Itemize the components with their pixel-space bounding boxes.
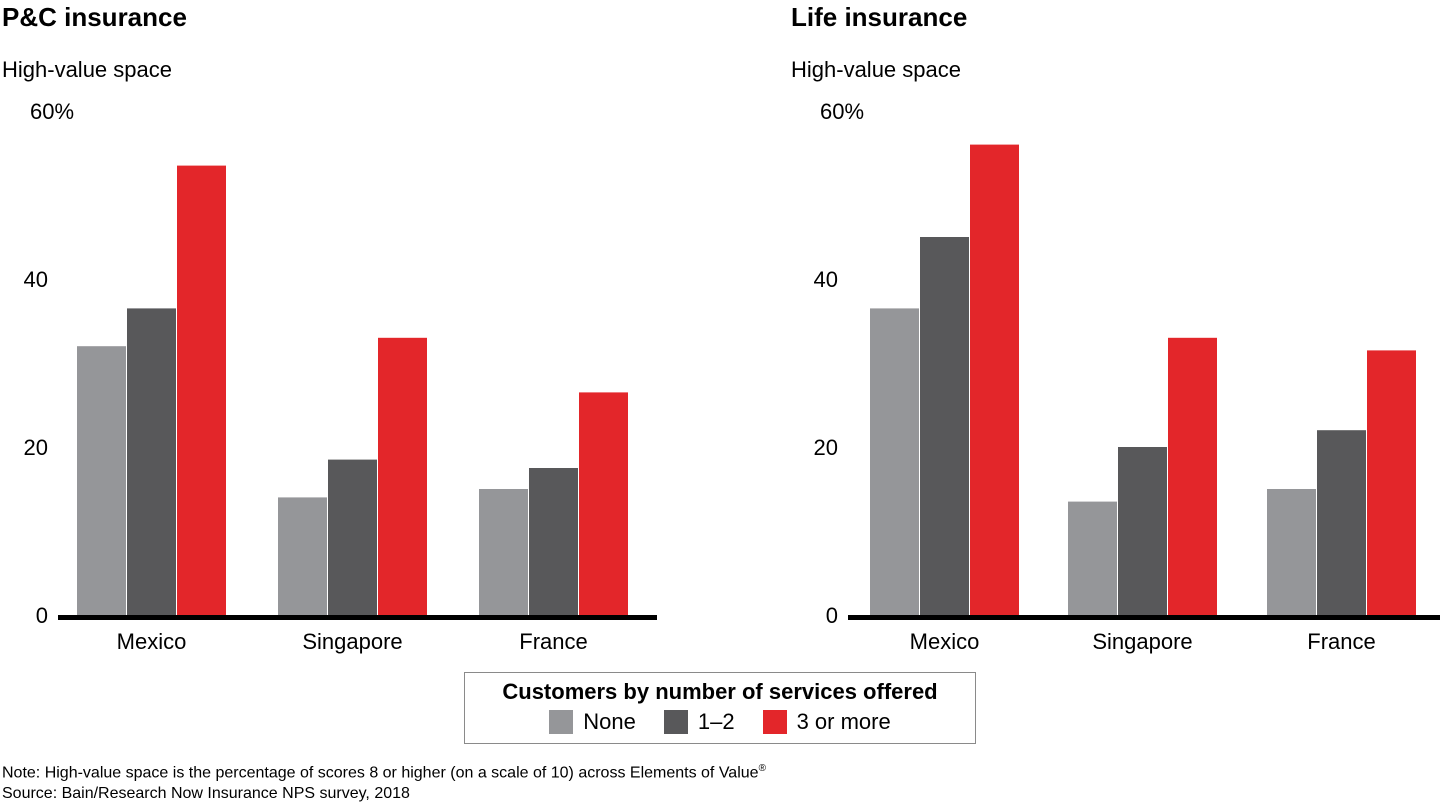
x-tick-label-life: France [1307, 629, 1375, 654]
bar-pc-mexico-1 [127, 308, 176, 615]
legend: Customers by number of services offered … [464, 672, 976, 744]
registered-mark: ® [758, 763, 766, 774]
bar-pc-singapore-1 [328, 459, 377, 615]
legend-swatch-3-or-more [762, 710, 787, 734]
y-tick-label-pc: 20 [24, 435, 48, 460]
y-tick-label-life: 0 [826, 603, 838, 628]
y-tick-label-pc: 0 [36, 603, 48, 628]
legend-item-3-or-more: 3 or more [762, 709, 891, 735]
bar-life-singapore-1 [1118, 447, 1167, 615]
x-axis-pc [58, 615, 657, 620]
y-tick-label-life: 60% [820, 99, 864, 124]
x-tick-label-life: Singapore [1092, 629, 1192, 654]
legend-label-1-2: 1–2 [697, 709, 735, 734]
footnote-source: Source: Bain/Research Now Insurance NPS … [2, 785, 410, 802]
y-tick-label-pc: 60% [30, 99, 74, 124]
x-tick-label-life: Mexico [910, 629, 980, 654]
bar-life-mexico-1 [920, 237, 969, 615]
bar-pc-france-0 [479, 489, 528, 615]
legend-item-1-2: 1–2 [663, 709, 735, 735]
bar-life-mexico-2 [970, 144, 1019, 615]
bar-pc-singapore-2 [378, 337, 427, 615]
y-tick-label-life: 20 [814, 435, 838, 460]
bar-life-france-2 [1367, 350, 1416, 615]
y-axis-label-life: High-value space [791, 57, 961, 82]
x-axis-life [848, 615, 1440, 620]
charts-canvas: 0 20 40 60% Mexico Singapore France 0 20 40 60% Mex… [24, 99, 1440, 654]
x-tick-label-pc: France [519, 629, 587, 654]
x-tick-label-pc: Mexico [117, 629, 187, 654]
legend-label-none: None [583, 709, 636, 734]
bar-life-singapore-2 [1168, 337, 1217, 615]
note-text: Note: High-value space is the percentage… [2, 764, 759, 782]
bar-pc-mexico-2 [177, 165, 226, 615]
bar-life-singapore-0 [1068, 501, 1117, 615]
bar-pc-mexico-0 [77, 346, 126, 615]
bar-pc-france-1 [529, 468, 578, 615]
legend-label-3-or-more: 3 or more [796, 709, 891, 734]
chart-title-pc: P&C insurance [2, 2, 187, 32]
legend-item-none: None [549, 709, 636, 735]
footnote-note: Note: High-value space is the percentage… [2, 763, 766, 782]
y-tick-label-pc: 40 [24, 267, 48, 292]
bar-life-mexico-0 [870, 308, 919, 615]
chart-title-life: Life insurance [791, 2, 968, 32]
bar-life-france-1 [1317, 430, 1366, 615]
bar-life-france-0 [1267, 489, 1316, 615]
bar-pc-singapore-0 [278, 497, 327, 615]
y-tick-label-life: 40 [814, 267, 838, 292]
legend-swatch-none [549, 710, 574, 734]
x-tick-label-pc: Singapore [302, 629, 402, 654]
y-axis-label-pc: High-value space [2, 57, 172, 82]
legend-title: Customers by number of services offered [502, 679, 938, 704]
bar-pc-france-2 [579, 392, 628, 615]
legend-swatch-1-2 [663, 710, 688, 734]
